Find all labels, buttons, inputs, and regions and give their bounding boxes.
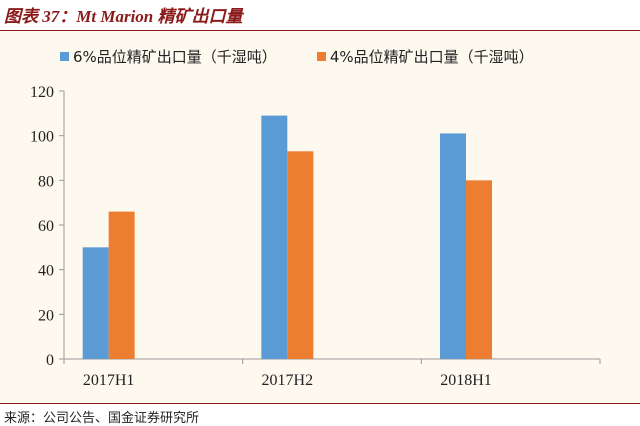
y-tick-label: 120: [30, 84, 54, 101]
y-tick-label: 80: [38, 173, 54, 190]
legend-label-4pct: 4%品位精矿出口量（千湿吨）: [329, 48, 534, 66]
y-tick-label: 60: [38, 218, 54, 235]
bar-2017H1-series1: [108, 211, 135, 359]
legend-swatch-4pct: [316, 52, 326, 61]
x-tick-label: 2017H2: [262, 372, 314, 389]
bar-2017H1-series0: [82, 247, 109, 359]
legend-item-4pct: 4%品位精矿出口量（千湿吨）: [316, 46, 534, 67]
legend: 6%品位精矿出口量（千湿吨） 4%品位精矿出口量（千湿吨）: [60, 46, 534, 67]
legend-swatch-6pct: [60, 52, 69, 61]
source-note: 来源：公司公告、国金证券研究所: [4, 411, 200, 426]
title-divider: [0, 30, 640, 31]
source-divider: [0, 403, 640, 404]
bar-2018H1-series0: [440, 133, 466, 359]
bar-2017H2-series1: [287, 151, 314, 359]
legend-item-6pct: 6%品位精矿出口量（千湿吨）: [60, 46, 277, 67]
bar-2018H1-series1: [466, 180, 492, 359]
x-tick-label: 2018H1: [440, 372, 492, 389]
x-tick-label: 2017H1: [83, 372, 135, 389]
bar-2017H2-series0: [261, 115, 288, 359]
y-tick-label: 20: [38, 307, 54, 324]
chart-title: 图表 37：Mt Marion 精矿出口量: [4, 7, 243, 26]
y-tick-label: 0: [46, 352, 54, 369]
legend-label-6pct: 6%品位精矿出口量（千湿吨）: [73, 48, 277, 66]
y-tick-label: 100: [30, 129, 54, 146]
y-tick-label: 40: [38, 263, 54, 280]
